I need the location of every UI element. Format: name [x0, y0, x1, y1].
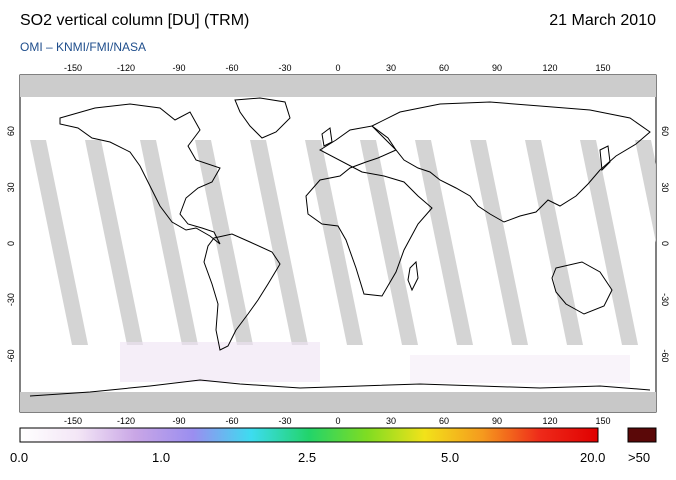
lon-tick-label: -150 [64, 416, 82, 426]
orbit-gap-swath [360, 140, 418, 345]
map-title: SO2 vertical column [DU] (TRM) [20, 12, 250, 29]
north-america-coast [59, 103, 221, 245]
colorbar-overflow-label: >50 [628, 450, 651, 465]
orbit-gap-swath [305, 140, 363, 345]
orbit-gap-swath [195, 140, 253, 345]
map-date: 21 March 2010 [549, 12, 656, 29]
asia-coast [371, 101, 651, 223]
colorbar-label-2: 2.5 [298, 450, 317, 465]
lon-tick-label: -60 [225, 63, 238, 73]
orbit-gap-swath [85, 140, 143, 345]
colorbar-label-1: 1.0 [152, 450, 171, 465]
nodata-arctic [20, 75, 656, 97]
orbit-gap-swath [635, 140, 656, 243]
lon-tick-labels-bottom: -150 -120 -90 -60 -30 0 30 60 90 120 150 [64, 416, 611, 426]
lon-tick-label: 30 [386, 63, 396, 73]
lon-tick-label: 120 [542, 63, 557, 73]
lon-tick-label: -120 [117, 416, 135, 426]
lat-tick-label: -30 [660, 293, 670, 306]
lon-tick-label: -150 [64, 63, 82, 73]
lat-tick-label: -30 [6, 293, 16, 306]
lon-tick-label: 0 [335, 63, 340, 73]
orbit-gap-swath [525, 140, 583, 345]
orbit-gap-swath [415, 140, 473, 345]
greenland-coast [234, 97, 291, 139]
coastlines [29, 97, 651, 397]
lat-tick-label: -60 [6, 349, 16, 362]
lon-tick-label: 60 [439, 416, 449, 426]
colorbar-label-4: 20.0 [580, 450, 606, 465]
lat-tick-label: 60 [660, 126, 670, 136]
lat-tick-label: -60 [660, 349, 670, 362]
orbit-gap-swaths [30, 140, 656, 345]
lon-tick-label: 0 [335, 416, 340, 426]
colorbar-label-0: 0.0 [10, 450, 29, 465]
orbit-gap-swath [250, 140, 308, 345]
lon-tick-labels-top: -150 -120 -90 -60 -30 0 30 60 90 120 150 [64, 63, 611, 73]
colorbar-overflow-swatch [627, 427, 657, 443]
uk-coast [321, 127, 333, 147]
nodata-antarctic [20, 392, 656, 412]
antarctica-coast [29, 379, 651, 397]
lon-tick-label: -30 [278, 63, 291, 73]
lat-tick-label: 0 [660, 241, 670, 246]
lon-tick-label: 60 [439, 63, 449, 73]
orbit-gap-swath [580, 140, 638, 345]
southern-ocean-haze [410, 355, 630, 383]
lon-tick-label: 30 [386, 416, 396, 426]
lat-tick-labels-right: 60 30 0 -30 -60 [660, 126, 670, 362]
lat-tick-label: 30 [660, 182, 670, 192]
australia-coast [551, 261, 613, 315]
lat-tick-label: 60 [6, 126, 16, 136]
lon-tick-label: 150 [595, 416, 610, 426]
lon-tick-label: 120 [542, 416, 557, 426]
lat-tick-label: 0 [6, 241, 16, 246]
lat-tick-labels-left: 60 30 0 -30 -60 [6, 126, 16, 362]
colorbar [19, 427, 599, 443]
lon-tick-label: -120 [117, 63, 135, 73]
japan-coast [599, 145, 611, 172]
lon-tick-label: 90 [492, 63, 502, 73]
lon-tick-label: -90 [172, 63, 185, 73]
lon-tick-label: 90 [492, 416, 502, 426]
madagascar-coast [407, 260, 419, 292]
europe-africa-coast [305, 125, 433, 297]
orbit-gap-swath [470, 140, 528, 345]
lon-tick-label: 150 [595, 63, 610, 73]
lon-tick-label: -60 [225, 416, 238, 426]
colorbar-label-3: 5.0 [441, 450, 460, 465]
lon-tick-label: -30 [278, 416, 291, 426]
south-america-coast [203, 233, 281, 351]
orbit-gap-swath [140, 140, 198, 345]
lat-tick-label: 30 [6, 182, 16, 192]
data-source: OMI – KNMI/FMI/NASA [20, 40, 147, 54]
lon-tick-label: -90 [172, 416, 185, 426]
orbit-gap-swath [30, 140, 88, 345]
